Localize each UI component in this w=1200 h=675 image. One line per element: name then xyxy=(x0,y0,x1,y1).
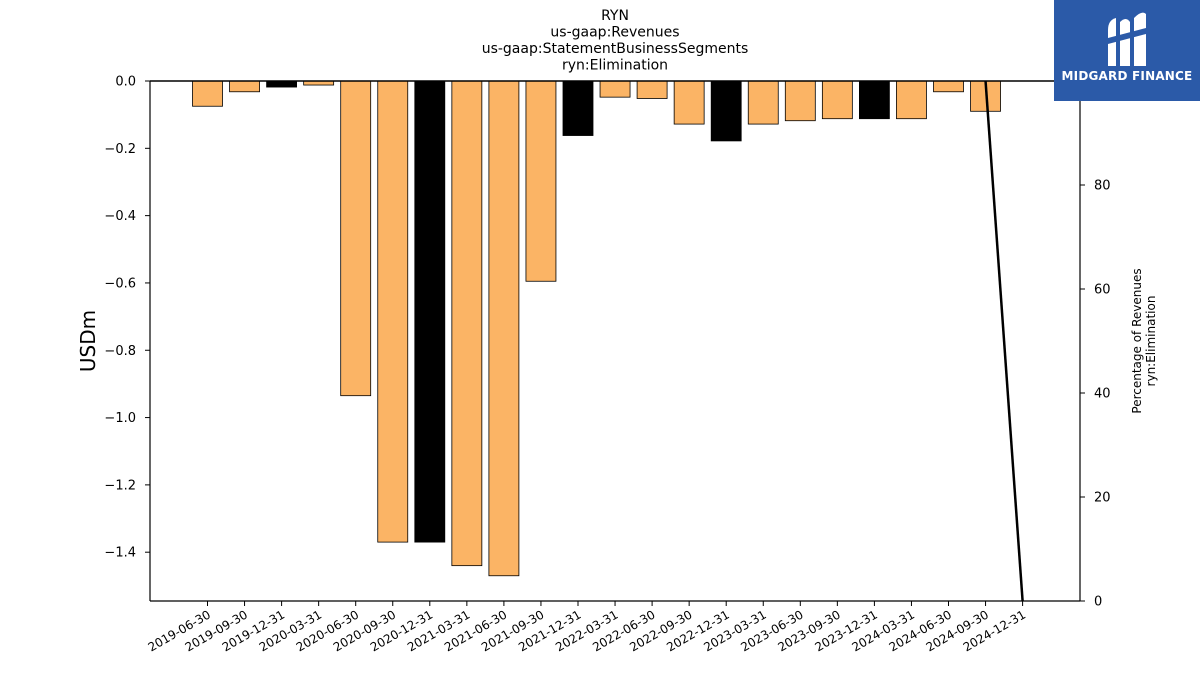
chart-title: RYNus-gaap:Revenuesus-gaap:StatementBusi… xyxy=(482,8,749,74)
y-axis-label-right: Percentage of Revenues ryn:Elimination xyxy=(1130,268,1158,413)
bar-2022-12-31 xyxy=(710,80,742,142)
midgard-logo-icon xyxy=(1108,12,1146,67)
percentage-line-series xyxy=(984,80,1024,602)
bar-2024-03-31 xyxy=(896,80,927,120)
bar-2022-06-30 xyxy=(636,80,668,99)
right-y-axis-ticks: 0 20 40 60 80 xyxy=(1080,179,1111,610)
left-tick-label: −0.4 xyxy=(104,209,136,224)
chart-title-line-2: us-gaap:Revenues xyxy=(550,25,679,41)
y-axis-label-left: USDm xyxy=(76,310,100,372)
bar-2019-12-31 xyxy=(266,80,298,88)
right-tick-label: 0 xyxy=(1094,595,1102,610)
bar-2023-03-31 xyxy=(747,80,779,125)
right-tick-label: 40 xyxy=(1094,387,1111,402)
percentage-line xyxy=(984,80,1024,602)
left-tick-label: −1.0 xyxy=(104,411,136,426)
x-axis-ticks: 2019-06-302019-09-302019-12-312020-03-31… xyxy=(146,601,1028,654)
left-tick-label: −0.2 xyxy=(104,142,136,157)
bar-2019-06-30 xyxy=(192,80,223,107)
chart-title-line-4: ryn:Elimination xyxy=(562,58,668,74)
bar-2020-09-30 xyxy=(377,80,409,543)
bar-2023-12-31 xyxy=(859,80,890,120)
left-y-axis-ticks: 0.0 −0.2 −0.4 −0.6 −0.8 −1.0 −1.2 −1.4 xyxy=(104,75,150,561)
midgard-finance-logo: MIDGARD FINANCE xyxy=(1054,0,1200,101)
chart-axes xyxy=(149,80,1081,602)
bar-2021-03-31 xyxy=(451,80,483,567)
left-tick-label: −0.8 xyxy=(104,344,136,359)
bar-2020-06-30 xyxy=(340,80,372,397)
left-tick-label: −0.6 xyxy=(104,276,136,291)
left-tick-label: −1.4 xyxy=(104,546,136,561)
right-tick-label: 20 xyxy=(1094,491,1111,506)
bar-series xyxy=(192,80,1001,577)
right-tick-label: 60 xyxy=(1094,283,1111,298)
bar-2021-09-30 xyxy=(525,80,557,282)
right-tick-label: 80 xyxy=(1094,179,1111,194)
bar-2020-12-31 xyxy=(414,80,446,543)
logo-text: MIDGARD FINANCE xyxy=(1061,69,1193,83)
left-tick-label: 0.0 xyxy=(115,75,136,90)
chart-title-line-3: us-gaap:StatementBusinessSegments xyxy=(482,41,749,57)
bar-2024-06-30 xyxy=(933,80,964,93)
bar-2019-09-30 xyxy=(229,80,260,93)
bar-2023-06-30 xyxy=(784,80,816,122)
left-tick-label: −1.2 xyxy=(104,478,136,493)
y-axis-label-right-line-1: Percentage of Revenues xyxy=(1130,268,1144,413)
bar-2022-03-31 xyxy=(599,80,631,98)
y-axis-label-right-line-2: ryn:Elimination xyxy=(1144,296,1158,387)
bar-2021-12-31 xyxy=(562,80,594,136)
bar-2021-06-30 xyxy=(488,80,520,577)
bar-2023-09-30 xyxy=(821,80,853,120)
chart-title-line-1: RYN xyxy=(601,8,629,24)
bar-2022-09-30 xyxy=(673,80,705,125)
